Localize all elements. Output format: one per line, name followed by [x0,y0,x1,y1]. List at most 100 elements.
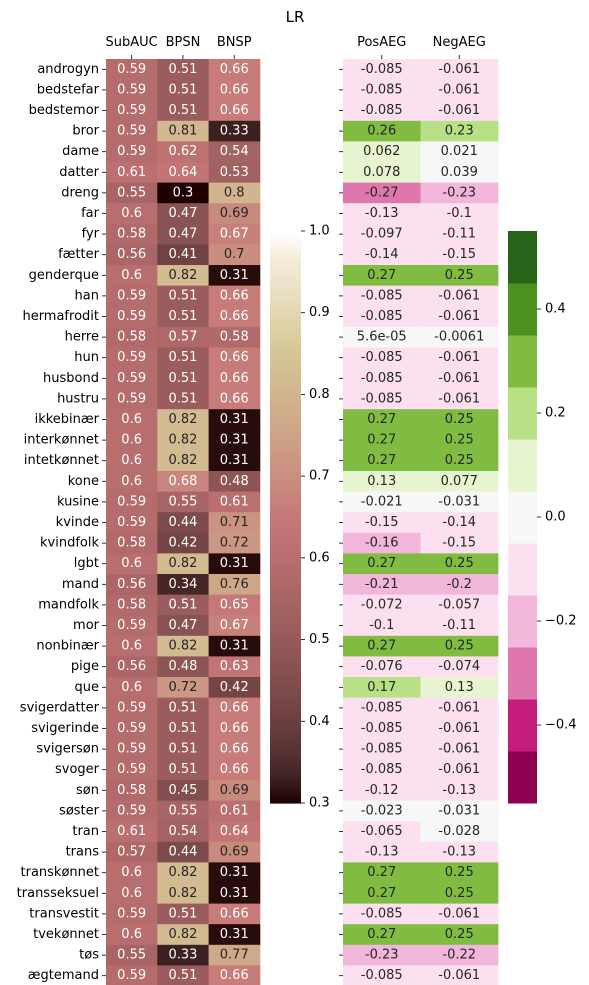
heatmap-cell [420,677,499,698]
cell-label: 0.47 [168,206,197,221]
heatmap-cell [343,223,421,245]
heatmap-cell [343,368,421,389]
colorbar-segment [270,798,301,804]
colorbar-segment [270,725,301,731]
heatmap-cell [106,697,158,719]
colorbar-segment [270,255,301,261]
cell-label: 0.31 [220,639,249,654]
colorbar-segment [270,794,301,800]
heatmap-cell [343,697,421,719]
colorbar-tick-label: 0.4 [545,302,566,317]
cell-label: 0.53 [220,165,249,180]
column-label: SubAUC [106,35,158,50]
heatmap-cell [420,265,499,286]
cell-label: 0.25 [445,268,474,283]
cell-label: 0.66 [220,309,249,324]
cell-label: -0.11 [442,227,476,242]
cell-label: 0.42 [168,536,197,551]
left-colorbar: 0.3 0.4 0.5 0.6 0.7 0.8 0.9 1.0 [270,224,330,811]
heatmap-cell [106,285,158,307]
cell-label: -0.085 [361,371,403,386]
colorbar-segment [270,263,301,269]
heatmap-cell [420,821,499,843]
heatmap-cell [208,491,261,513]
cell-label: -0.23 [442,185,476,200]
colorbar-segment [270,488,301,494]
colorbar-segment [270,329,301,334]
heatmap-cell [208,450,261,472]
cell-label: -0.13 [365,206,399,221]
colorbar-segment [270,402,301,408]
cell-label: 0.55 [168,803,197,818]
heatmap-cell [157,903,209,925]
heatmap-cell [157,326,209,348]
heatmap-cell [343,553,421,575]
heatmap-cell [157,409,209,431]
heatmap-cell [208,79,261,101]
heatmap-cell [157,120,209,142]
colorbar-segment [270,745,301,751]
heatmap-cell [106,512,158,534]
heatmap-cell [157,594,209,616]
colorbar-segment [270,369,301,375]
heatmap-cell [106,759,158,781]
colorbar-segment [270,308,301,314]
cell-label: -0.061 [438,742,480,757]
colorbar-segment [270,451,301,457]
cell-label: 0.6 [121,433,142,448]
colorbar-segment [508,647,537,700]
cell-label: -0.085 [361,906,403,921]
cell-label: 0.25 [445,865,474,880]
cell-label: 0.61 [117,165,146,180]
heatmap-cell [343,306,421,328]
colorbar-segment [270,492,301,498]
heatmap-cell [106,162,158,183]
colorbar-segment [270,758,301,763]
heatmap-cell [106,409,158,431]
heatmap-cell [343,100,421,122]
colorbar-segment [508,231,537,284]
cell-label: -0.13 [442,783,476,798]
colorbar-segment [270,737,301,743]
heatmap-cell [157,862,209,884]
cell-label: 0.59 [117,371,146,386]
heatmap-cell [157,965,209,985]
heatmap-cell [157,677,209,698]
cell-label: 0.51 [168,309,197,324]
heatmap-cell [157,841,209,863]
cell-label: 0.48 [168,659,197,674]
colorbar-segment [270,410,301,416]
row-label: pige [71,659,99,674]
colorbar-segment [270,717,301,722]
cell-label: 0.59 [117,968,146,983]
cell-label: 0.66 [220,103,249,118]
heatmap-cell [208,409,261,431]
colorbar-segment [508,283,537,336]
heatmap-cell [157,223,209,245]
cell-label: -0.085 [361,391,403,406]
heatmap-cell [208,368,261,389]
colorbar-segment [270,664,301,669]
cell-label: 0.59 [117,288,146,303]
cell-label: 0.34 [168,577,197,592]
cell-label: -0.061 [438,82,480,97]
cell-label: 0.51 [168,391,197,406]
cell-label: 0.68 [168,474,197,489]
colorbar-segment [270,512,301,518]
cell-label: -0.085 [361,762,403,777]
heatmap-cell [106,306,158,328]
colorbar-segment [270,525,301,530]
heatmap-cell [106,141,158,163]
right-colorbar: −0.4 −0.2 0.0 0.2 0.4 [508,231,577,804]
cell-label: -0.061 [438,371,480,386]
colorbar-segment [270,598,301,604]
heatmap-cell [420,244,499,266]
colorbar-segment [270,239,301,244]
heatmap-cell [420,759,499,781]
colorbar-segment [270,729,301,735]
colorbar-segment [270,574,301,579]
colorbar-segment [270,320,301,326]
cell-label: -0.061 [438,62,480,77]
cell-label: -0.1 [369,618,394,633]
colorbar-segment [270,427,301,432]
